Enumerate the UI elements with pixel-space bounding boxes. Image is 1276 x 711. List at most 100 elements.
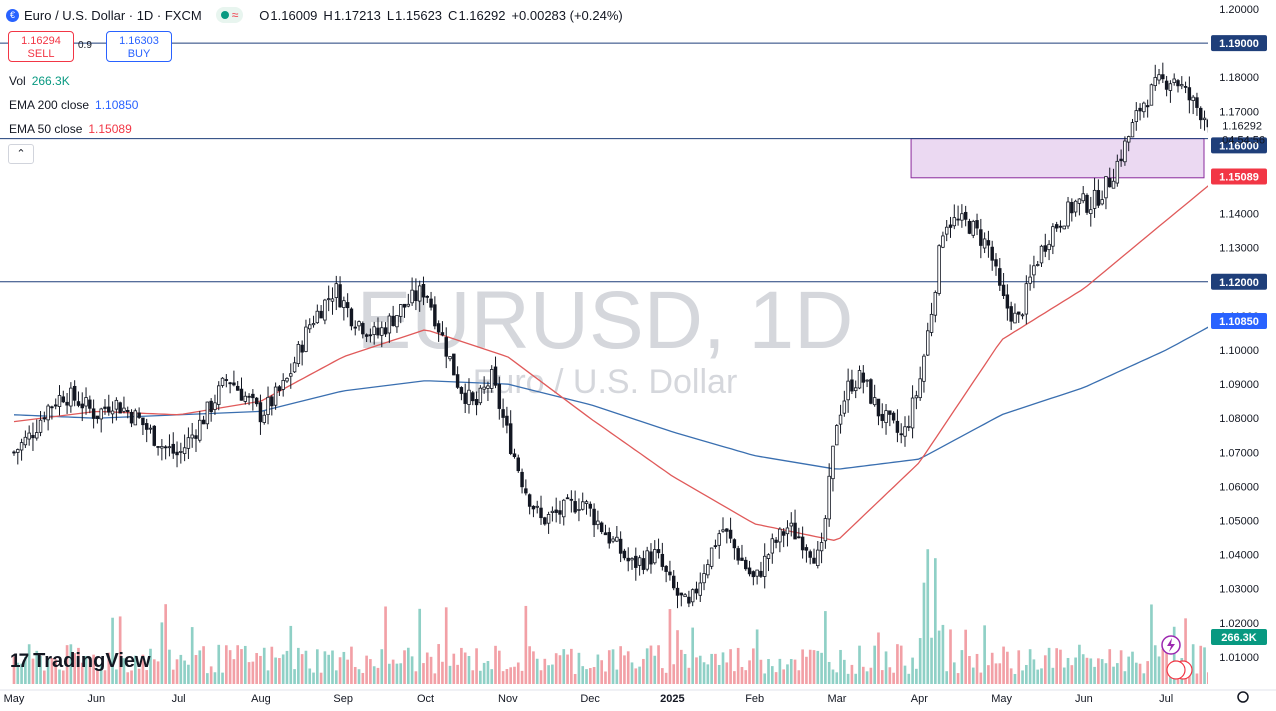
time-tick-label: Jun [87, 693, 105, 705]
candle-up [1134, 110, 1139, 122]
candle-up [387, 315, 392, 334]
watermark: EURUSD, 1D Euro / U.S. Dollar [357, 275, 854, 401]
volume-bar [831, 669, 835, 684]
candle-up [186, 437, 191, 449]
candle-down [345, 302, 350, 309]
buy-button[interactable]: 1.16303 BUY [106, 31, 172, 62]
candle-up [1035, 264, 1040, 266]
indicator-ema50[interactable]: EMA 50 close 1.15089 [9, 122, 132, 136]
candle-down [383, 327, 388, 335]
tradingview-logo-text: TradingView [33, 650, 151, 672]
currency-flag-icon: € [6, 8, 19, 22]
candle-down [144, 423, 149, 430]
candle-up [410, 289, 414, 304]
candle-down [668, 571, 672, 576]
volume-bar [816, 650, 820, 684]
candle-up [611, 538, 615, 542]
tradingview-logo[interactable]: 17 TradingView [10, 650, 151, 673]
volume-bar [35, 650, 39, 684]
price-labels: 1.19000 1.12000 1.10850 1.16000 1.15089 1.162… [1211, 35, 1267, 645]
volume-bar [115, 669, 118, 684]
candle-down [1058, 225, 1063, 228]
price-tick-label: 1.04000 [1219, 550, 1259, 562]
volume-label-text: 266.3K [1221, 632, 1257, 644]
candle-down [319, 310, 323, 319]
volume-bar [236, 645, 240, 684]
candle-up [342, 300, 346, 308]
candle-up [698, 582, 702, 596]
market-status-badge[interactable]: ≈ [215, 7, 244, 23]
candle-down [664, 565, 668, 572]
sell-button[interactable]: 1.16294 SELL [8, 31, 74, 62]
candle-up [706, 564, 710, 576]
candle-down [607, 532, 611, 544]
volume-bar [39, 656, 42, 684]
volume-bar [763, 673, 767, 684]
symbol-title[interactable]: Euro / U.S. Dollar · 1D · FXCM [24, 7, 202, 23]
candle-down [455, 374, 460, 388]
volume-bar [770, 666, 774, 684]
candle-up [304, 326, 308, 352]
candle-down [569, 498, 574, 501]
corner-icons[interactable] [1161, 635, 1249, 703]
volume-bar [441, 661, 444, 684]
candle-up [1157, 74, 1161, 81]
candle-down [520, 471, 524, 488]
volume-bar [80, 662, 84, 684]
candle-down [474, 399, 479, 406]
candle-down [694, 588, 699, 594]
volume-bar [1184, 618, 1187, 684]
volume-bar [960, 650, 964, 684]
event-flag-icon[interactable] [1166, 660, 1186, 680]
candle-up [182, 447, 187, 454]
horizontal-lines[interactable] [0, 42, 1208, 283]
candle-up [926, 330, 930, 356]
volume-bar [566, 654, 569, 684]
volume-bar [251, 661, 255, 684]
volume-bar [58, 669, 61, 684]
candle-down [963, 211, 968, 220]
candle-up [1149, 84, 1154, 106]
candle-down [103, 406, 107, 409]
volume-bar [444, 607, 448, 684]
candle-up [490, 369, 494, 389]
volume-bar [50, 658, 54, 684]
indicator-volume[interactable]: Vol 266.3K [9, 74, 70, 88]
volume-bar [425, 652, 429, 684]
volume-bar [497, 650, 501, 684]
zone-rectangle[interactable] [910, 138, 1205, 179]
volume-bar [99, 664, 103, 684]
resistance-zone[interactable] [910, 138, 1205, 179]
volume-bar [619, 646, 622, 684]
volume-bar [350, 646, 353, 684]
time-tick-label: Dec [580, 693, 600, 705]
price-tick-label: 1.18000 [1219, 72, 1259, 84]
candle-up [778, 528, 782, 543]
volume-bars [12, 549, 1222, 684]
volume-bar [702, 662, 706, 684]
time-axis[interactable]: May Jun Jul Aug Sep Oct Nov Dec 2025 Feb Mar Apr May… [0, 689, 1276, 705]
candle-up [550, 510, 555, 513]
collapse-legend-button[interactable]: ⌃ [8, 144, 34, 164]
indicator-ema200[interactable]: EMA 200 close 1.10850 [9, 98, 138, 112]
volume-bar [710, 653, 713, 684]
volume-bar [433, 673, 437, 684]
candle-down [452, 353, 456, 376]
candle-up [1168, 83, 1173, 91]
volume-bar [994, 663, 998, 684]
volume-bar [482, 662, 486, 684]
volume-bar [285, 650, 289, 684]
candle-up [546, 514, 551, 524]
volume-bar [103, 670, 107, 684]
candle-down [141, 417, 145, 426]
price-axis[interactable]: 1.20000 1.19000 1.18000 1.17000 1.16000 1.150… [1208, 0, 1276, 690]
volume-bar [767, 659, 770, 684]
candle-down [137, 412, 141, 418]
settings-gear-icon[interactable] [1237, 691, 1249, 703]
candle-up [148, 427, 153, 430]
volume-bar [880, 670, 884, 684]
candle-up [372, 326, 376, 335]
volume-bar [122, 658, 126, 684]
volume-bar [623, 655, 626, 684]
